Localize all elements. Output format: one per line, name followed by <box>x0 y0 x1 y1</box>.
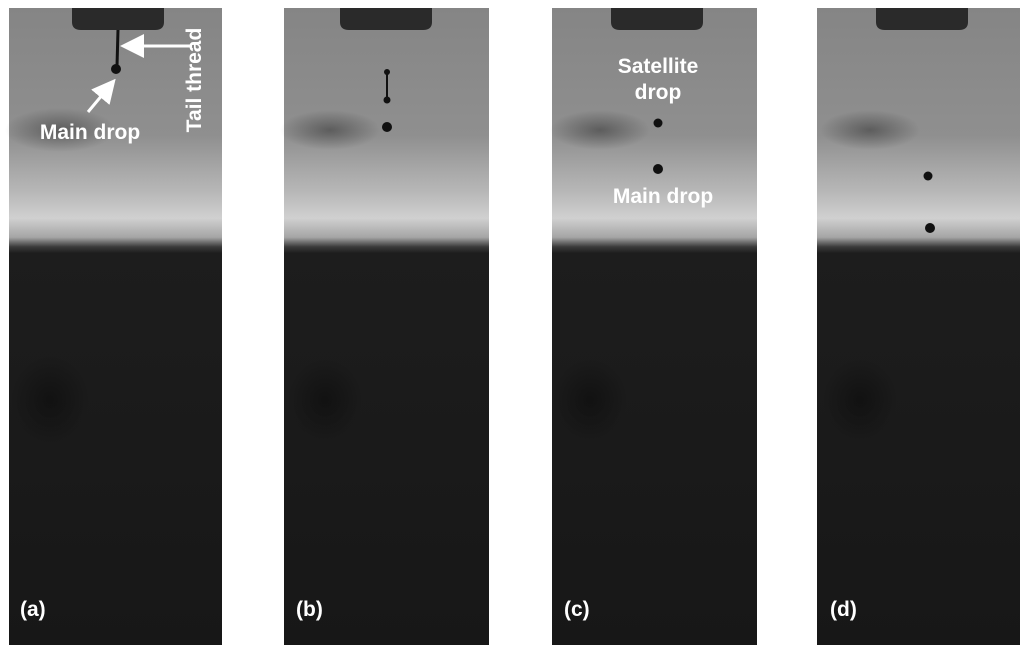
panel-label: (b) <box>296 597 323 623</box>
annotation: Main drop <box>20 120 160 146</box>
panel-label: (a) <box>20 597 46 623</box>
panel-d <box>817 8 1020 645</box>
annotation: Tail thread <box>182 10 208 150</box>
annotation: Main drop <box>593 184 733 210</box>
panel-b <box>280 8 489 645</box>
panel-label: (d) <box>830 597 857 623</box>
panel-label: (c) <box>564 597 590 623</box>
image-panels <box>0 0 1024 646</box>
figure: (a) (b) (c) (d) Main drop Tail thread Sa… <box>0 0 1024 646</box>
annotation: Satellite drop <box>598 54 718 106</box>
